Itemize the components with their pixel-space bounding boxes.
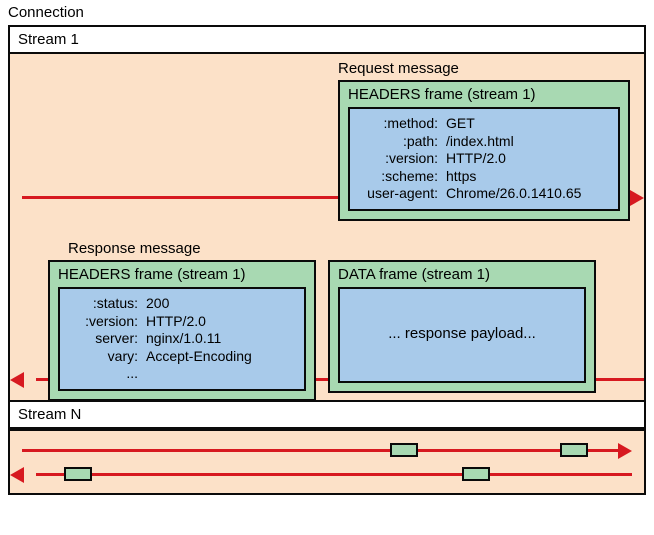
stream-n-body	[10, 429, 644, 493]
kv-key: :method:	[360, 115, 438, 133]
stream-n-frame-icon	[64, 467, 92, 481]
kv-key: vary:	[70, 348, 138, 366]
kv-val: /index.html	[446, 133, 514, 151]
kv-row: :scheme: https	[360, 168, 608, 186]
request-headers-frame: HEADERS frame (stream 1) :method:GET:pat…	[338, 80, 630, 221]
kv-val: nginx/1.0.11	[146, 330, 221, 348]
kv-row: :version: HTTP/2.0	[70, 313, 294, 331]
stream-n-top-arrow	[22, 449, 618, 452]
stream-1-body: Request message HEADERS frame (stream 1)…	[10, 54, 644, 400]
response-arrow-right-line	[596, 378, 644, 381]
connection-label: Connection	[8, 4, 646, 21]
kv-val: 200	[146, 295, 169, 313]
stream-n-frame-icon	[390, 443, 418, 457]
kv-val: HTTP/2.0	[146, 313, 206, 331]
response-message-label: Response message	[68, 240, 201, 257]
response-arrow-left-head	[10, 372, 24, 388]
response-data-frame: DATA frame (stream 1) ... response paylo…	[328, 260, 596, 393]
stream-n-header: Stream N	[10, 400, 644, 429]
stream-n-frame-icon	[560, 443, 588, 457]
kv-row: :status: 200	[70, 295, 294, 313]
kv-row: server: nginx/1.0.11	[70, 330, 294, 348]
response-data-frame-title: DATA frame (stream 1)	[338, 266, 586, 283]
kv-row: :version: HTTP/2.0	[360, 150, 608, 168]
kv-key: :status:	[70, 295, 138, 313]
stream-1-header: Stream 1	[10, 27, 644, 54]
kv-row: :path: /index.html	[360, 133, 608, 151]
stream-n-bottom-arrow-head	[10, 467, 24, 483]
response-data-payload: ... response payload...	[338, 287, 586, 383]
kv-val: Chrome/26.0.1410.65	[446, 185, 581, 203]
request-arrow	[22, 196, 338, 199]
stream-n-frame-icon	[462, 467, 490, 481]
response-headers-frame-title: HEADERS frame (stream 1)	[58, 266, 306, 283]
kv-row: :method: GET	[360, 115, 608, 133]
kv-key: :scheme:	[360, 168, 438, 186]
connection-box: Stream 1 Request message HEADERS frame (…	[8, 25, 646, 495]
request-headers-frame-title: HEADERS frame (stream 1)	[348, 86, 620, 103]
stream-n-bottom-arrow	[36, 473, 632, 476]
kv-key: ...	[70, 365, 138, 383]
kv-key: :version:	[360, 150, 438, 168]
response-headers-kv: :status: 200 :version: HTTP/2.0 server: nginx…	[58, 287, 306, 391]
kv-row: user-agent: Chrome/26.0.1410.65	[360, 185, 608, 203]
kv-val: Accept-Encoding	[146, 348, 252, 366]
stream-n-top-arrow-head	[618, 443, 632, 459]
kv-row: ...	[70, 365, 294, 383]
response-headers-frame: HEADERS frame (stream 1) :status:200:ver…	[48, 260, 316, 401]
kv-key: :path:	[360, 133, 438, 151]
kv-key: :version:	[70, 313, 138, 331]
request-headers-kv: :method: GET :path: /index.html :version: HTT…	[348, 107, 620, 211]
kv-val: GET	[446, 115, 475, 133]
kv-row: vary: Accept-Encoding	[70, 348, 294, 366]
request-message-label: Request message	[338, 60, 459, 77]
kv-key: user-agent:	[360, 185, 438, 203]
kv-val: HTTP/2.0	[446, 150, 506, 168]
kv-key: server:	[70, 330, 138, 348]
kv-val: https	[446, 168, 476, 186]
